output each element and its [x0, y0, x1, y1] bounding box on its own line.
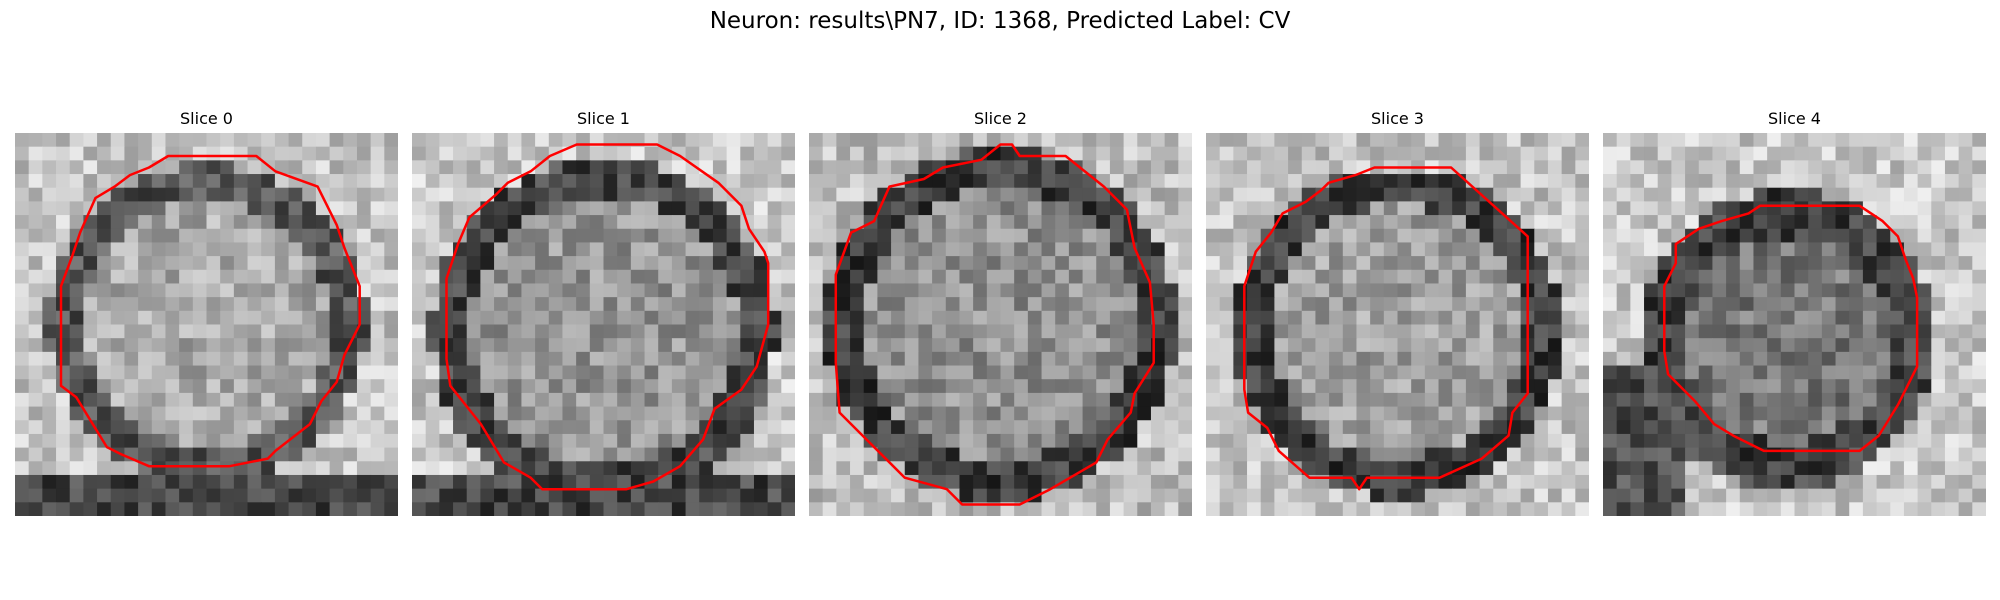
slice-0-contour — [59, 154, 361, 468]
slice-1-panel: Slice 1 — [412, 108, 795, 516]
slice-3-image — [1206, 133, 1589, 516]
slice-0-image — [15, 133, 398, 516]
slice-4-panel: Slice 4 — [1603, 108, 1986, 516]
slice-3-title: Slice 3 — [1371, 109, 1424, 128]
slice-2-contour — [834, 143, 1155, 506]
slice-2-image — [809, 133, 1192, 516]
slice-4-contour — [1663, 204, 1919, 453]
slice-1-image — [412, 133, 795, 516]
slice-0-title: Slice 0 — [180, 109, 233, 128]
slice-2-panel: Slice 2 — [809, 108, 1192, 516]
slice-2-title: Slice 2 — [974, 109, 1027, 128]
slice-0-panel: Slice 0 — [15, 108, 398, 516]
slice-1-contour — [445, 143, 770, 491]
slice-4-title: Slice 4 — [1768, 109, 1821, 128]
figure-title: Neuron: results\PN7, ID: 1368, Predicted… — [709, 8, 1291, 34]
slice-4-image — [1603, 133, 1986, 516]
slice-3-panel: Slice 3 — [1206, 108, 1589, 516]
slice-3-contour — [1243, 166, 1529, 491]
slice-1-title: Slice 1 — [577, 109, 630, 128]
